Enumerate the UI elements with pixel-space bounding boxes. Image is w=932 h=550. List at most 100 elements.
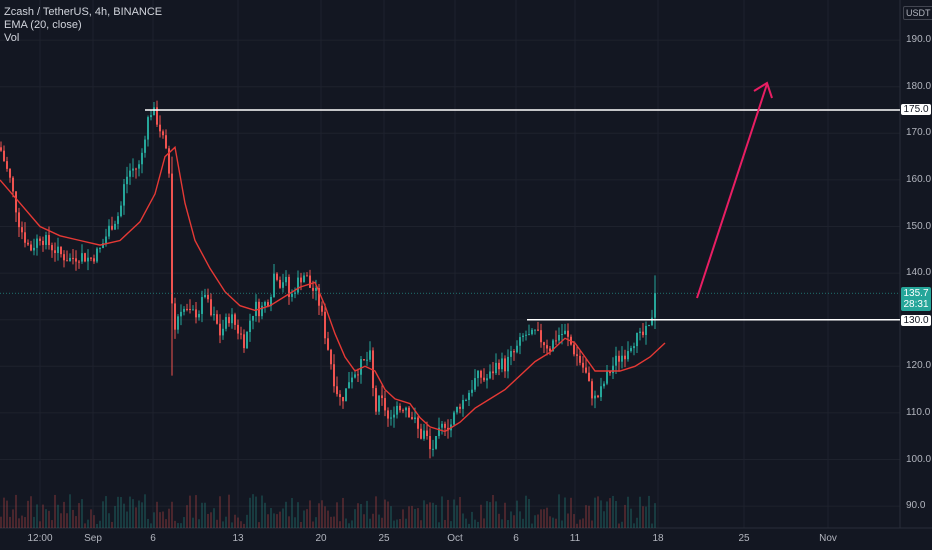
candle-body <box>615 355 617 366</box>
volume-bar <box>573 514 575 528</box>
volume-bar <box>234 514 236 528</box>
candle-body <box>432 448 434 450</box>
price-tick: 110.0 <box>906 406 931 418</box>
volume-bar <box>72 509 74 528</box>
volume-indicator-label[interactable]: Vol <box>4 32 20 44</box>
time-tick: 11 <box>569 533 581 544</box>
volume-bar <box>468 523 470 528</box>
candle-body <box>195 309 197 318</box>
volume-bar <box>225 516 227 528</box>
candle-body <box>399 405 401 411</box>
candle-body <box>633 346 635 349</box>
candle-body <box>66 260 68 262</box>
volume-bar <box>216 519 218 528</box>
volume-bar <box>273 513 275 528</box>
candlesticks <box>0 100 656 459</box>
candle-body <box>612 365 614 374</box>
candle-body <box>279 279 281 288</box>
candle-body <box>411 417 413 420</box>
candle-body <box>288 276 290 297</box>
candle-body <box>120 205 122 217</box>
volume-bar <box>654 503 656 528</box>
candle-body <box>33 247 35 251</box>
volume-bar <box>111 521 113 528</box>
volume-bar <box>120 497 122 528</box>
candle-body <box>321 305 323 312</box>
candle-body <box>303 275 305 283</box>
candle-body <box>408 407 410 418</box>
volume-bar <box>6 500 8 528</box>
candle-body <box>606 371 608 384</box>
candle-body <box>354 374 356 378</box>
candle-body <box>357 374 359 376</box>
volume-bar <box>9 516 11 528</box>
candle-body <box>198 313 200 318</box>
volume-bar <box>36 504 38 528</box>
candle-body <box>642 331 644 336</box>
volume-bar <box>138 500 140 528</box>
volume-bar <box>180 523 182 528</box>
volume-bar <box>333 516 335 528</box>
volume-bar <box>261 495 263 528</box>
volume-bar <box>330 516 332 528</box>
volume-bar <box>66 513 68 528</box>
candle-body <box>69 257 71 261</box>
volume-bar <box>171 501 173 528</box>
candle-body <box>114 223 116 230</box>
candle-body <box>417 417 419 429</box>
time-tick: 6 <box>150 533 156 544</box>
candle-body <box>504 358 506 372</box>
candle-body <box>372 350 374 389</box>
volume-bar <box>510 511 512 528</box>
price-tick: 100.0 <box>906 453 932 465</box>
price-axis[interactable] <box>900 0 932 528</box>
candle-body <box>474 378 476 390</box>
candle-body <box>624 355 626 360</box>
candle-body <box>324 311 326 339</box>
candle-body <box>495 362 497 374</box>
volume-bar <box>492 494 494 528</box>
volume-bar <box>81 499 83 528</box>
volume-bar <box>597 496 599 528</box>
volume-bars <box>0 494 656 528</box>
volume-bar <box>525 495 527 528</box>
candle-body <box>60 246 62 255</box>
candle-body <box>156 107 158 125</box>
candle-body <box>423 430 425 439</box>
candle-body <box>345 388 347 402</box>
volume-bar <box>192 517 194 528</box>
candle-body <box>201 297 203 314</box>
candle-body <box>582 362 584 368</box>
candle-body <box>138 164 140 169</box>
candle-body <box>96 248 98 262</box>
volume-bar <box>228 494 230 528</box>
volume-bar <box>570 497 572 528</box>
candle-body <box>168 148 170 174</box>
volume-bar <box>393 520 395 528</box>
volume-bar <box>126 511 128 528</box>
volume-bar <box>165 519 167 528</box>
ema-indicator-label[interactable]: EMA (20, close) <box>4 19 82 31</box>
candle-body <box>498 362 500 370</box>
volume-bar <box>264 502 266 528</box>
volume-bar <box>270 508 272 528</box>
volume-bar <box>426 504 428 528</box>
candle-body <box>489 371 491 379</box>
candle-body <box>309 275 311 288</box>
volume-bar <box>456 505 458 528</box>
volume-bar <box>93 515 95 528</box>
volume-bar <box>354 509 356 528</box>
symbol-title[interactable]: Zcash / TetherUS, 4h, BINANCE <box>4 6 163 18</box>
price-tick: 90.0 <box>906 500 926 512</box>
volume-bar <box>531 523 533 528</box>
volume-bar <box>156 501 158 528</box>
volume-bar <box>276 514 278 528</box>
grid-lines <box>0 0 932 529</box>
candle-body <box>3 150 5 162</box>
candle-body <box>186 308 188 310</box>
candle-body <box>438 427 440 437</box>
volume-bar <box>390 506 392 528</box>
currency-label[interactable]: USDT <box>903 6 932 20</box>
candle-body <box>429 436 431 450</box>
